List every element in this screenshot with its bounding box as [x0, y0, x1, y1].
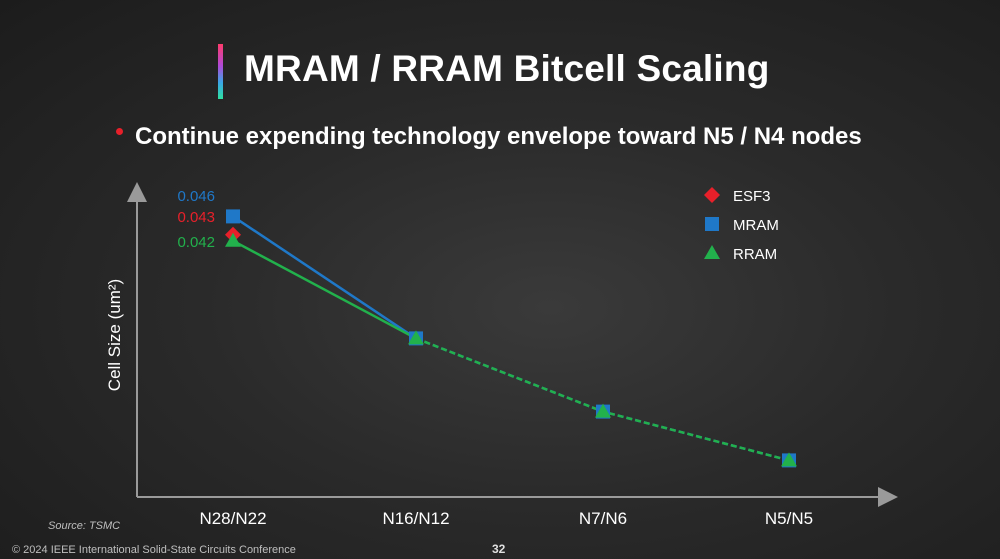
- legend-label-esf3: ESF3: [733, 188, 771, 205]
- page-number: 32: [492, 542, 506, 556]
- legend-marker-rram: [704, 245, 720, 259]
- title-accent-bar: [218, 44, 223, 99]
- slide-title: MRAM / RRAM Bitcell Scaling: [244, 48, 770, 89]
- rram-point-n7-n6: [595, 403, 611, 418]
- mram-line-dashed: [415, 337, 790, 462]
- rram-line-dashed: [415, 337, 790, 462]
- rram-point-n5-n5: [781, 452, 797, 467]
- bullet-text: Continue expending technology envelope t…: [135, 123, 862, 150]
- y-axis-label: Cell Size (um²): [105, 279, 124, 391]
- mram-line-solid: [232, 215, 417, 340]
- esf3-value-label: 0.043: [177, 209, 215, 226]
- x-tick-label-n5-n5: N5/N5: [765, 509, 813, 528]
- footer-copyright: © 2024 IEEE International Solid-State Ci…: [12, 544, 296, 556]
- rram-point-n16-n12: [408, 330, 424, 345]
- mram-value-label: 0.046: [177, 188, 215, 205]
- x-tick-label-n16-n12: N16/N12: [382, 509, 449, 528]
- rram-line-solid: [232, 239, 417, 340]
- rram-point-n28-n22: [225, 232, 241, 247]
- legend-marker-esf3: [704, 187, 720, 203]
- x-tick-label-n28-n22: N28/N22: [199, 509, 266, 528]
- x-tick-label-n7-n6: N7/N6: [579, 509, 627, 528]
- legend-label-rram: RRAM: [733, 246, 777, 263]
- rram-value-label: 0.042: [177, 234, 215, 251]
- legend-marker-mram: [705, 217, 719, 231]
- legend-label-mram: MRAM: [733, 217, 779, 234]
- source-note: Source: TSMC: [48, 520, 121, 532]
- mram-point-n28-n22: [226, 209, 240, 224]
- bullet-dot: [116, 128, 123, 135]
